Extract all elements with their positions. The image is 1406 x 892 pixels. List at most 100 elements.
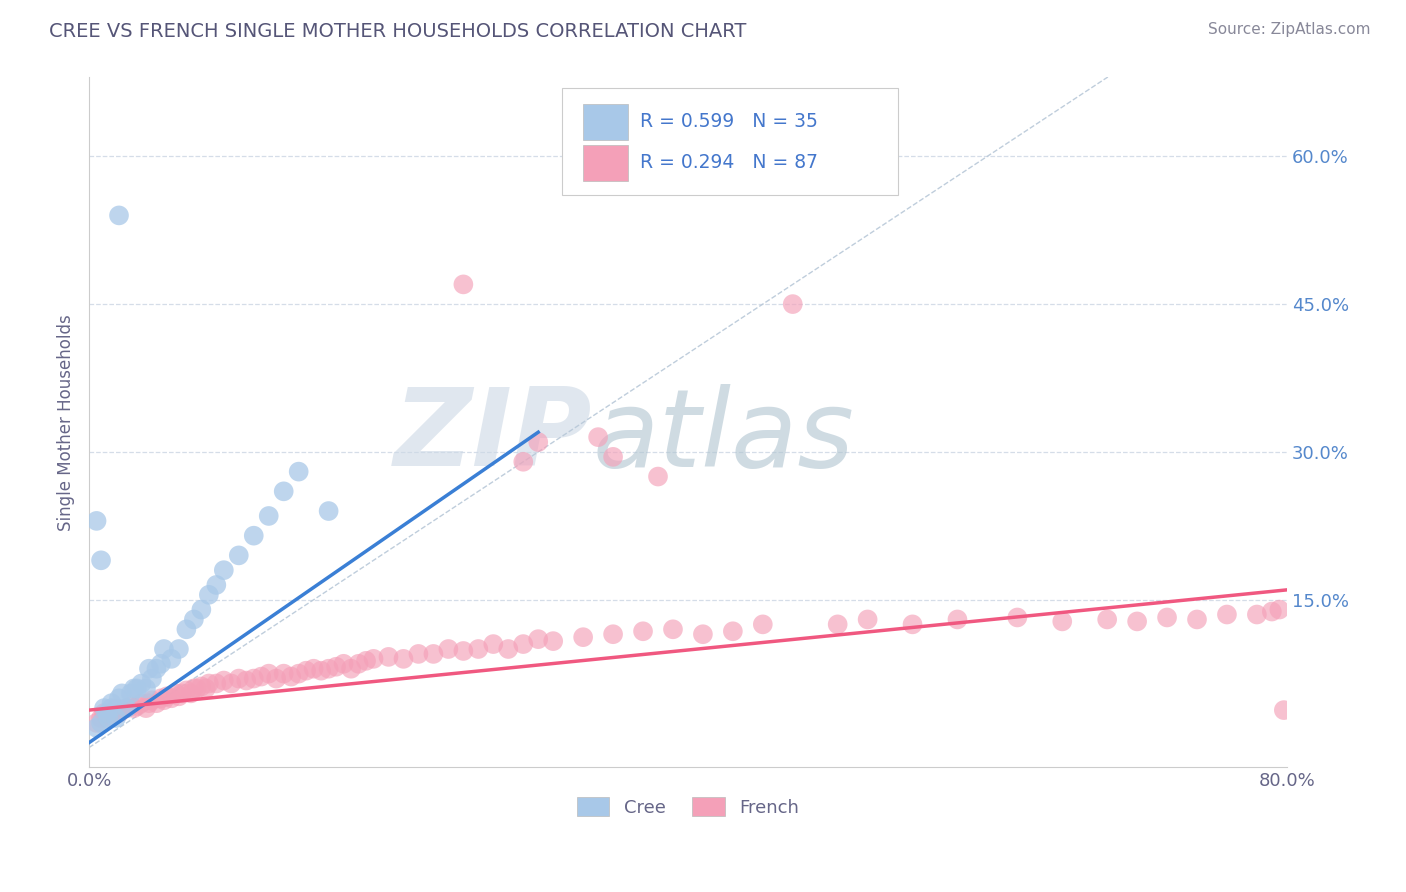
Point: [647, 469, 669, 483]
FancyBboxPatch shape: [582, 145, 628, 181]
Point: [437, 642, 460, 657]
Text: atlas: atlas: [592, 384, 853, 489]
Point: [190, 602, 212, 616]
Point: [93, 701, 115, 715]
Point: [527, 435, 550, 450]
Point: [135, 701, 157, 715]
Point: [115, 701, 138, 715]
Point: [108, 706, 131, 720]
Point: [165, 686, 187, 700]
Point: [1185, 612, 1208, 626]
Point: [273, 484, 295, 499]
Point: [90, 715, 112, 730]
Point: [295, 664, 318, 678]
Point: [100, 701, 122, 715]
Point: [149, 657, 172, 671]
Point: [111, 686, 134, 700]
Point: [325, 659, 347, 673]
Point: [141, 672, 163, 686]
Point: [264, 672, 287, 686]
Point: [662, 622, 685, 636]
Point: [186, 681, 208, 696]
Point: [145, 662, 167, 676]
Point: [221, 676, 243, 690]
Point: [1246, 607, 1268, 622]
Text: ZIP: ZIP: [394, 384, 592, 489]
Point: [170, 686, 193, 700]
Point: [212, 563, 235, 577]
Point: [122, 701, 145, 715]
Point: [901, 617, 924, 632]
Point: [287, 465, 309, 479]
Point: [602, 627, 624, 641]
Point: [363, 652, 385, 666]
Point: [453, 277, 475, 292]
Point: [120, 699, 142, 714]
Point: [309, 664, 332, 678]
FancyBboxPatch shape: [562, 87, 897, 194]
Point: [138, 662, 160, 676]
Point: [176, 622, 198, 636]
Point: [1052, 615, 1074, 629]
Point: [1268, 602, 1291, 616]
Point: [198, 676, 221, 690]
Point: [105, 711, 128, 725]
Point: [100, 706, 122, 720]
Y-axis label: Single Mother Households: Single Mother Households: [58, 314, 75, 531]
Point: [86, 514, 108, 528]
FancyBboxPatch shape: [582, 103, 628, 139]
Point: [1156, 610, 1178, 624]
Point: [273, 666, 295, 681]
Text: R = 0.599   N = 35: R = 0.599 N = 35: [640, 112, 818, 131]
Point: [190, 680, 212, 694]
Point: [125, 681, 148, 696]
Point: [97, 711, 120, 725]
Point: [167, 642, 190, 657]
Point: [946, 612, 969, 626]
Point: [105, 701, 128, 715]
Point: [235, 673, 257, 688]
Point: [90, 553, 112, 567]
Point: [194, 681, 217, 696]
Point: [111, 703, 134, 717]
Point: [183, 612, 205, 626]
Point: [392, 652, 415, 666]
Text: Source: ZipAtlas.com: Source: ZipAtlas.com: [1208, 22, 1371, 37]
Point: [1007, 610, 1029, 624]
Point: [149, 691, 172, 706]
Point: [332, 657, 354, 671]
Point: [482, 637, 505, 651]
Point: [90, 711, 112, 725]
Point: [122, 681, 145, 696]
Point: [93, 706, 115, 720]
Point: [498, 642, 520, 657]
Point: [1126, 615, 1149, 629]
Point: [318, 662, 340, 676]
Point: [586, 430, 609, 444]
Point: [287, 666, 309, 681]
Point: [138, 696, 160, 710]
Point: [135, 681, 157, 696]
Point: [377, 649, 399, 664]
Point: [250, 670, 273, 684]
Point: [354, 654, 377, 668]
Point: [205, 578, 228, 592]
Point: [318, 504, 340, 518]
Point: [1216, 607, 1239, 622]
Point: [692, 627, 714, 641]
Point: [512, 637, 534, 651]
Point: [212, 673, 235, 688]
Point: [572, 630, 595, 644]
Point: [131, 676, 153, 690]
Point: [1272, 703, 1295, 717]
Point: [302, 662, 325, 676]
Point: [408, 647, 430, 661]
Point: [125, 699, 148, 714]
Point: [347, 657, 370, 671]
Point: [631, 624, 654, 639]
Point: [160, 652, 183, 666]
Text: CREE VS FRENCH SINGLE MOTHER HOUSEHOLDS CORRELATION CHART: CREE VS FRENCH SINGLE MOTHER HOUSEHOLDS …: [49, 22, 747, 41]
Point: [205, 676, 228, 690]
Point: [228, 549, 250, 563]
Point: [176, 683, 198, 698]
